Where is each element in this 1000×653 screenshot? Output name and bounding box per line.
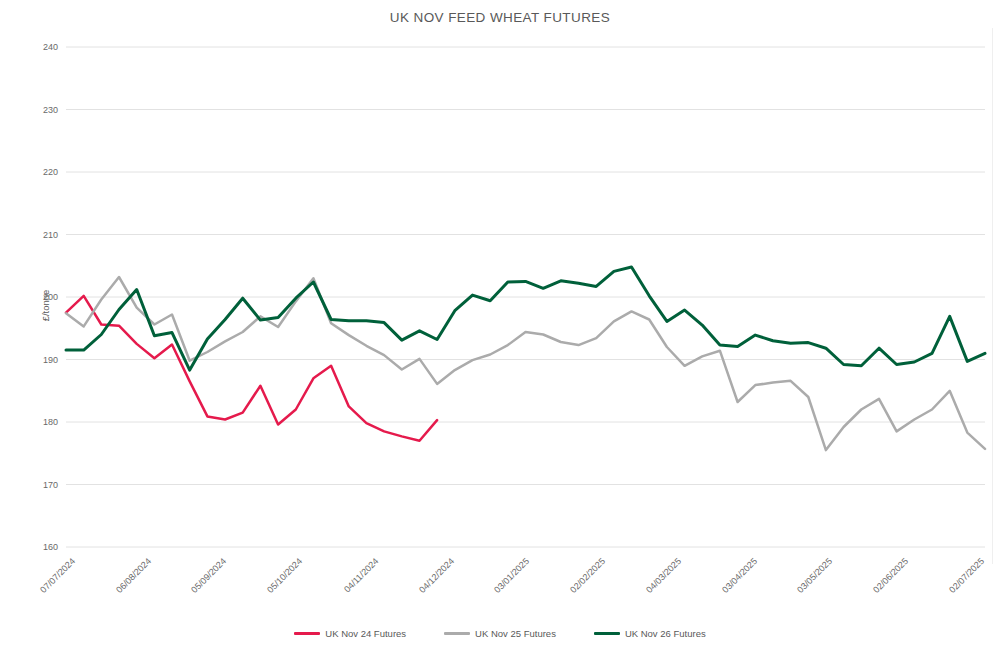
legend-label: UK Nov 25 Futures [475, 628, 556, 639]
legend-item-uk-nov-25-futures: UK Nov 25 Futures [444, 628, 556, 639]
legend-item-uk-nov-26-futures: UK Nov 26 Futures [594, 628, 706, 639]
legend-line-swatch [594, 632, 620, 635]
y-tick-label: 160 [18, 542, 58, 552]
legend-line-swatch [444, 632, 470, 635]
plot-right-border [992, 28, 993, 564]
plot-area [0, 0, 1000, 653]
chart-legend: UK Nov 24 Futures UK Nov 25 Futures UK Nov… [0, 628, 1000, 639]
chart: UK NOV FEED WHEAT FUTURES £/tonne 160170… [0, 0, 1000, 653]
y-tick-label: 180 [18, 417, 58, 427]
y-tick-label: 220 [18, 167, 58, 177]
legend-line-swatch [294, 632, 320, 635]
legend-item-uk-nov-24-futures: UK Nov 24 Futures [294, 628, 406, 639]
legend-label: UK Nov 26 Futures [625, 628, 706, 639]
y-tick-label: 210 [18, 230, 58, 240]
series-line-uk-nov-24-futures [66, 296, 437, 441]
y-tick-label: 170 [18, 480, 58, 490]
y-tick-label: 240 [18, 42, 58, 52]
y-tick-label: 200 [18, 292, 58, 302]
y-tick-label: 230 [18, 105, 58, 115]
legend-label: UK Nov 24 Futures [325, 628, 406, 639]
y-tick-label: 190 [18, 355, 58, 365]
